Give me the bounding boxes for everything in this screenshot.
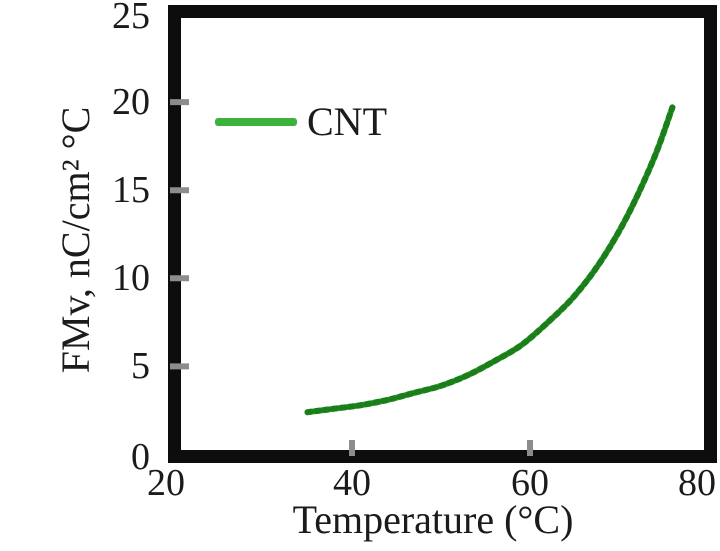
legend-label: CNT	[307, 99, 387, 144]
y-axis-title: FMv, nC/cm² °C	[53, 106, 98, 374]
x-tick-label-80: 80	[678, 462, 716, 504]
y-tick-label-5: 5	[131, 345, 150, 387]
y-tick-label-20: 20	[112, 81, 150, 123]
legend-line-swatch	[215, 118, 297, 126]
x-axis-title: Temperature (°C)	[292, 497, 574, 542]
y-tick-label-0: 0	[131, 436, 150, 478]
cnt-curve-dark-beads	[304, 104, 676, 416]
legend: CNT	[215, 100, 387, 144]
x-tick-label-40: 40	[333, 462, 371, 504]
y-tick-label-15: 15	[112, 169, 150, 211]
y-tick-label-10: 10	[112, 257, 150, 299]
y-tick-label-25: 25	[112, 0, 150, 37]
x-tick-label-20: 20	[147, 462, 185, 504]
x-tick-label-60: 60	[511, 462, 549, 504]
